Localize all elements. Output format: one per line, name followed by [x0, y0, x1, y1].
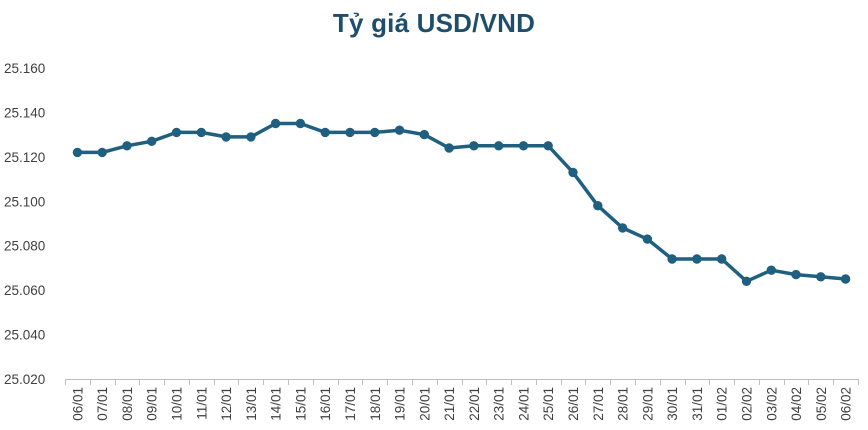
series-line	[75, 121, 848, 284]
x-tick-label: 08/01	[120, 387, 135, 421]
y-tick-label: 25.160	[4, 61, 45, 76]
x-tick-label: 20/01	[417, 387, 432, 421]
x-tick-label: 24/01	[516, 387, 531, 421]
data-point	[221, 132, 231, 142]
data-point	[791, 269, 801, 280]
data-point	[345, 127, 355, 138]
y-tick-label: 25.040	[4, 328, 45, 343]
data-point	[593, 201, 603, 211]
data-point	[518, 141, 529, 151]
data-point	[147, 136, 157, 147]
data-point	[494, 141, 504, 151]
data-point	[97, 147, 107, 158]
x-tick-label: 14/01	[269, 387, 284, 421]
x-tick-label: 04/02	[789, 387, 804, 421]
x-tick-label: 01/02	[715, 387, 730, 421]
x-tick-label: 13/01	[244, 387, 259, 421]
data-point	[394, 125, 405, 135]
data-point	[642, 234, 653, 244]
x-tick-label: 06/01	[70, 387, 85, 421]
data-point	[692, 254, 702, 264]
data-point	[568, 167, 578, 178]
data-point	[840, 274, 851, 284]
x-tick-label: 17/01	[343, 387, 358, 421]
data-point	[667, 254, 677, 264]
data-point	[419, 129, 429, 140]
x-tick-label: 30/01	[665, 387, 680, 421]
x-tick-label: 21/01	[442, 387, 457, 421]
data-point	[270, 118, 281, 129]
data-point	[741, 276, 752, 286]
data-point	[543, 141, 553, 151]
y-tick-label: 25.140	[4, 105, 45, 120]
data-point	[246, 132, 256, 142]
data-point	[469, 141, 479, 151]
data-point	[196, 127, 207, 138]
chart-title: Tỷ giá USD/VND	[332, 8, 536, 38]
data-point	[717, 254, 727, 264]
x-tick-label: 29/01	[640, 387, 655, 421]
x-tick-label: 10/01	[170, 387, 185, 421]
x-tick-label: 27/01	[591, 387, 606, 421]
y-tick-label: 25.060	[4, 283, 45, 298]
x-tick-label: 18/01	[368, 387, 383, 421]
data-point	[816, 272, 826, 282]
x-tick-label: 31/01	[690, 387, 705, 421]
x-tick-label: 28/01	[616, 387, 631, 421]
x-tick-label: 26/01	[566, 387, 581, 421]
x-tick-label: 03/02	[764, 387, 779, 421]
y-tick-label: 25.020	[4, 372, 45, 387]
x-tick-label: 22/01	[467, 387, 482, 421]
x-tick-label: 25/01	[541, 387, 556, 421]
data-point	[122, 141, 132, 151]
x-tick-label: 06/02	[839, 387, 854, 421]
data-point	[444, 143, 454, 153]
data-point	[370, 127, 380, 138]
y-tick-label: 25.120	[4, 150, 45, 165]
x-tick-label: 09/01	[145, 387, 160, 421]
data-point	[295, 118, 306, 129]
data-point	[320, 127, 330, 138]
x-tick-label: 02/02	[739, 387, 754, 421]
x-tick-label: 07/01	[95, 387, 110, 421]
x-tick-label: 19/01	[393, 387, 408, 421]
y-tick-label: 25.080	[4, 239, 45, 254]
x-tick-label: 05/02	[814, 387, 829, 421]
x-tick-label: 23/01	[492, 387, 507, 421]
x-tick-label: 16/01	[318, 387, 333, 421]
y-tick-label: 25.100	[4, 194, 45, 209]
data-point	[766, 265, 776, 275]
data-point	[72, 147, 83, 158]
data-point	[171, 127, 182, 138]
x-tick-label: 11/01	[194, 387, 209, 420]
x-tick-label: 15/01	[293, 387, 308, 421]
x-tick-label: 12/01	[219, 387, 234, 421]
data-point	[617, 223, 628, 233]
